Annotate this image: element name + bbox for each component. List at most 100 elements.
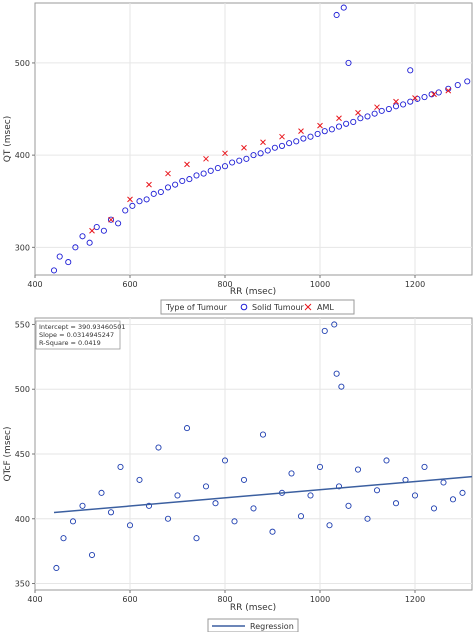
aml-point xyxy=(317,122,323,129)
solid-tumour-point xyxy=(364,113,371,120)
solid-tumour-point xyxy=(345,59,352,66)
qtcf-point xyxy=(53,564,60,572)
solid-tumour-point xyxy=(143,196,150,203)
x-tick-label: 800 xyxy=(217,595,232,604)
x-tick-label: 600 xyxy=(122,280,137,289)
qtcf-point xyxy=(373,487,381,494)
solid-tumour-point xyxy=(333,11,340,19)
qtcf-point xyxy=(240,476,248,483)
x-tick-label: 1200 xyxy=(405,595,425,604)
y-tick-label: 350 xyxy=(15,580,30,589)
solid-tumour-point xyxy=(236,157,243,164)
qt-vs-rr-panel: 400 600 800 1000 1200 300 400 500 RR (msec) QT … xyxy=(3,2,473,297)
solid-tumour-point xyxy=(328,126,335,133)
legend-box xyxy=(160,299,355,315)
solid-tumour-point xyxy=(172,181,179,188)
legend-label-aml: AML xyxy=(317,303,334,312)
solid-tumour-point xyxy=(371,110,378,117)
solid-tumour-point xyxy=(72,244,79,251)
stats-intercept: Intercept = 390.93460501 xyxy=(39,323,126,331)
y-axis-label: QT (msec) xyxy=(3,116,13,162)
legend-tumour-type: Type of Tumour Solid Tumour AML xyxy=(160,299,355,315)
solid-tumour-point xyxy=(300,135,307,142)
solid-tumour-point xyxy=(93,224,100,231)
qtcf-point xyxy=(345,502,352,509)
y-axis-label: QTcF (msec) xyxy=(3,426,13,481)
aml-point xyxy=(298,128,304,135)
aml-point xyxy=(279,133,285,140)
x-tick-label: 400 xyxy=(27,595,42,604)
solid-tumour-point xyxy=(214,164,221,172)
solid-tumour-point xyxy=(221,163,229,170)
qtcf-point xyxy=(164,515,172,522)
qtcf-point xyxy=(335,483,343,490)
aml-point xyxy=(445,87,452,94)
solid-tumour-point xyxy=(207,167,214,174)
solid-tumour-point xyxy=(193,172,200,179)
qtcf-point xyxy=(60,535,67,542)
aml-point xyxy=(165,170,171,177)
qtcf-point xyxy=(155,444,162,451)
qtcf-point xyxy=(136,476,143,483)
solid-tumour-point xyxy=(243,155,250,162)
qtcf-point xyxy=(117,463,124,471)
solid-tumour-point xyxy=(229,159,236,166)
solid-tumour-point xyxy=(50,267,58,274)
solid-tumour-point xyxy=(264,147,271,154)
solid-tumour-point xyxy=(278,142,286,149)
stats-annotation: Intercept = 390.93460501 Slope = 0.03149… xyxy=(35,320,126,350)
qtcf-point xyxy=(411,492,419,499)
qtcf-point xyxy=(321,327,328,335)
qtcf-point xyxy=(338,383,345,390)
aml-point xyxy=(146,181,152,188)
solid-tumour-point xyxy=(150,190,157,197)
plot-frame xyxy=(34,2,473,276)
solid-tumour-point xyxy=(400,101,407,108)
solid-tumour-point xyxy=(56,253,63,260)
x-axis-label: RR (msec) xyxy=(230,603,276,613)
solid-tumour-point xyxy=(65,259,72,266)
y-tick-label: 500 xyxy=(15,385,30,394)
qtcf-point xyxy=(250,505,257,512)
qtcf-point xyxy=(364,515,371,522)
solid-tumour-point xyxy=(454,82,461,89)
qtcf-point xyxy=(459,489,466,496)
aml-point xyxy=(241,144,247,151)
qtcf-point xyxy=(107,509,115,516)
aml-point xyxy=(89,227,95,234)
qtcf-point xyxy=(383,457,390,464)
y-tick-label: 500 xyxy=(15,59,30,68)
gridlines xyxy=(35,3,472,275)
solid-tumour-point xyxy=(115,220,122,227)
solid-tumour-point xyxy=(314,130,321,137)
aml-point xyxy=(127,196,133,203)
solid-tumour-point xyxy=(445,85,452,92)
aml-point xyxy=(108,216,114,223)
qtcf-point xyxy=(98,489,105,496)
solid-tumour-point xyxy=(350,118,357,125)
solid-tumour-point xyxy=(357,115,364,122)
solid-tumour-point xyxy=(129,202,136,209)
stats-box xyxy=(35,320,121,350)
solid-tumour-point xyxy=(335,123,343,130)
aml-point xyxy=(222,150,228,157)
qtcf-point xyxy=(307,492,314,499)
solid-tumour-point xyxy=(200,170,207,177)
ticks: 400 600 800 1000 1200 350 400 450 500 550 xyxy=(15,320,425,604)
qtcf-point xyxy=(259,431,267,438)
aml-point xyxy=(260,139,266,146)
solid-tumour-point xyxy=(79,233,86,240)
solid-tumour-point xyxy=(421,93,428,101)
y-tick-label: 450 xyxy=(15,450,30,459)
aml-point xyxy=(203,155,209,162)
solid-tumour-point xyxy=(157,188,164,196)
x-tick-label: 600 xyxy=(122,595,137,604)
solid-tumour-point xyxy=(136,198,143,205)
qtcf-point xyxy=(421,463,428,471)
solid-tumour-point xyxy=(186,176,193,183)
qtcf-point xyxy=(88,551,96,559)
x-tick-label: 400 xyxy=(27,280,42,289)
qtcf-point xyxy=(269,528,276,535)
